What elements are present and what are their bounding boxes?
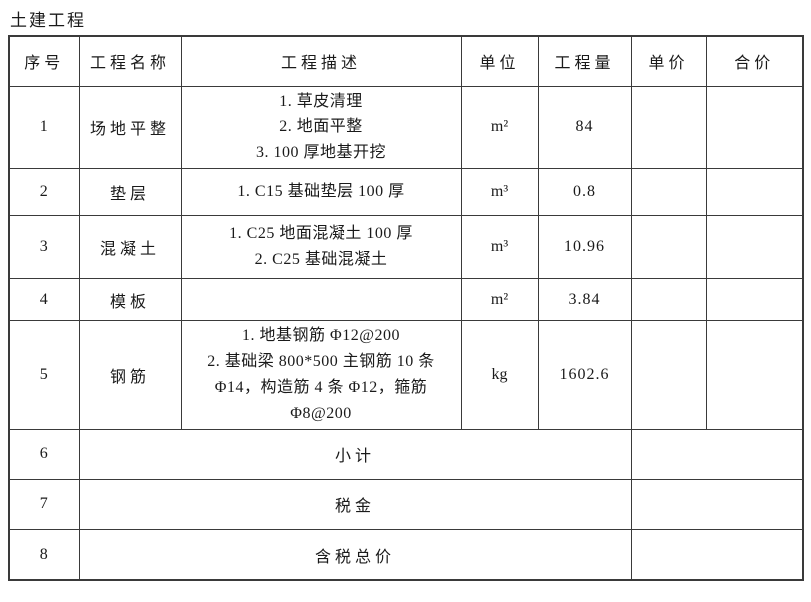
table-header-row: 序号 工程名称 工程描述 单位 工程量 单价 合价 (8, 35, 804, 87)
row-name-cell: 场地平整 (78, 85, 182, 170)
header-total-price: 合价 (705, 35, 804, 87)
table-row: 1 场地平整 1. 草皮清理 2. 地面平整 3. 100 厚地基开挖 m² 8… (8, 85, 804, 170)
table-row: 5 钢筋 1. 地基钢筋 Φ12@200 2. 基础梁 800*500 主钢筋 … (8, 320, 804, 430)
summary-no-cell: 6 (8, 428, 80, 480)
row-unit-price-cell (630, 168, 707, 217)
row-total-price-cell (705, 320, 804, 430)
row-name-cell: 垫层 (78, 168, 182, 217)
row-total-price-cell (705, 168, 804, 217)
row-desc-cell: 1. C15 基础垫层 100 厚 (180, 168, 462, 217)
row-unit-price-cell (630, 215, 707, 280)
row-total-price-cell (705, 85, 804, 170)
row-no-cell: 4 (8, 278, 80, 322)
row-desc-cell: 1. 地基钢筋 Φ12@200 2. 基础梁 800*500 主钢筋 10 条 … (180, 320, 462, 430)
row-unit-cell: m² (460, 85, 539, 170)
cost-table: 序号 工程名称 工程描述 单位 工程量 单价 合价 1 场地平整 1. 草皮清理… (8, 35, 804, 582)
row-unit-price-cell (630, 320, 707, 430)
summary-no-cell: 8 (8, 528, 80, 581)
row-no-cell: 3 (8, 215, 80, 280)
header-quantity: 工程量 (537, 35, 632, 87)
row-unit-cell: m³ (460, 168, 539, 217)
summary-no-cell: 7 (8, 478, 80, 530)
summary-row-grand-total: 8 含税总价 (8, 528, 804, 581)
row-desc-cell: 1. C25 地面混凝土 100 厚 2. C25 基础混凝土 (180, 215, 462, 280)
header-name: 工程名称 (78, 35, 182, 87)
header-unit: 单位 (460, 35, 539, 87)
row-name-cell: 钢筋 (78, 320, 182, 430)
row-desc-cell (180, 278, 462, 322)
summary-label-cell: 税金 (78, 478, 632, 530)
summary-label-cell: 小计 (78, 428, 632, 480)
row-unit-cell: kg (460, 320, 539, 430)
row-desc-cell: 1. 草皮清理 2. 地面平整 3. 100 厚地基开挖 (180, 85, 462, 170)
summary-row-subtotal: 6 小计 (8, 428, 804, 480)
row-unit-cell: m³ (460, 215, 539, 280)
row-name-cell: 混凝土 (78, 215, 182, 280)
row-quantity-cell: 10.96 (537, 215, 632, 280)
row-quantity-cell: 84 (537, 85, 632, 170)
row-name-cell: 模板 (78, 278, 182, 322)
header-unit-price: 单价 (630, 35, 707, 87)
header-desc: 工程描述 (180, 35, 462, 87)
row-quantity-cell: 3.84 (537, 278, 632, 322)
row-quantity-cell: 0.8 (537, 168, 632, 217)
row-unit-cell: m² (460, 278, 539, 322)
row-no-cell: 2 (8, 168, 80, 217)
summary-value-cell (630, 528, 804, 581)
row-quantity-cell: 1602.6 (537, 320, 632, 430)
row-no-cell: 1 (8, 85, 80, 170)
summary-value-cell (630, 478, 804, 530)
row-total-price-cell (705, 215, 804, 280)
table-row: 3 混凝土 1. C25 地面混凝土 100 厚 2. C25 基础混凝土 m³… (8, 215, 804, 280)
summary-value-cell (630, 428, 804, 480)
row-unit-price-cell (630, 278, 707, 322)
document-title: 土建工程 (10, 11, 86, 30)
row-total-price-cell (705, 278, 804, 322)
header-no: 序号 (8, 35, 80, 87)
table-row: 4 模板 m² 3.84 (8, 278, 804, 322)
summary-label-cell: 含税总价 (78, 528, 632, 581)
summary-row-tax: 7 税金 (8, 478, 804, 530)
row-no-cell: 5 (8, 320, 80, 430)
row-unit-price-cell (630, 85, 707, 170)
table-row: 2 垫层 1. C15 基础垫层 100 厚 m³ 0.8 (8, 168, 804, 217)
